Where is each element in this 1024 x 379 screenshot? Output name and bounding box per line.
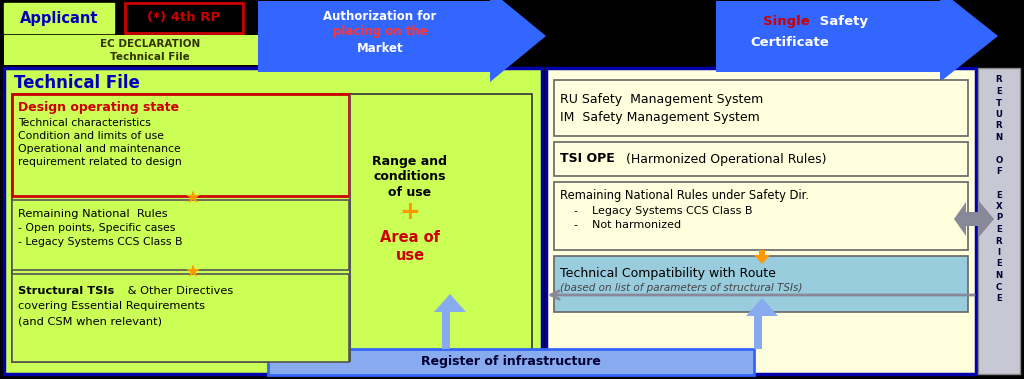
Polygon shape xyxy=(954,200,994,238)
Text: O: O xyxy=(995,156,1002,165)
Text: Technical File: Technical File xyxy=(14,74,140,92)
Text: C: C xyxy=(996,282,1002,291)
Text: Market: Market xyxy=(356,41,403,55)
Polygon shape xyxy=(442,309,450,349)
Bar xyxy=(349,94,350,362)
Bar xyxy=(12,94,532,362)
Text: (*) 4th RP: (*) 4th RP xyxy=(147,11,220,25)
Text: -    Legacy Systems CCS Class B: - Legacy Systems CCS Class B xyxy=(574,206,753,216)
Text: U: U xyxy=(995,110,1002,119)
Text: ★: ★ xyxy=(185,189,201,207)
Bar xyxy=(554,80,968,136)
Text: E: E xyxy=(996,191,1001,199)
Text: Area of: Area of xyxy=(380,230,440,246)
Text: Authorization for: Authorization for xyxy=(324,9,436,22)
Polygon shape xyxy=(754,250,770,264)
Polygon shape xyxy=(258,0,546,82)
Text: P: P xyxy=(996,213,1002,222)
Text: TSI OPE: TSI OPE xyxy=(560,152,614,166)
Text: R: R xyxy=(995,236,1002,246)
Text: N: N xyxy=(995,133,1002,142)
Bar xyxy=(554,256,968,312)
Text: E: E xyxy=(996,87,1001,96)
Bar xyxy=(125,3,243,33)
Text: Technical File: Technical File xyxy=(111,52,189,62)
Text: E: E xyxy=(996,294,1001,303)
Text: I: I xyxy=(997,248,1000,257)
Text: requirement related to design: requirement related to design xyxy=(18,157,181,167)
Text: ★: ★ xyxy=(185,263,201,281)
Text: Structural TSIs: Structural TSIs xyxy=(18,286,115,296)
Text: Applicant: Applicant xyxy=(19,11,98,25)
Text: Technical characteristics: Technical characteristics xyxy=(18,118,151,128)
Text: E: E xyxy=(996,225,1001,234)
Text: R: R xyxy=(995,122,1002,130)
Text: T: T xyxy=(996,99,1002,108)
Bar xyxy=(268,349,754,375)
Text: & Other Directives: & Other Directives xyxy=(124,286,233,296)
Bar xyxy=(554,182,968,250)
Bar xyxy=(12,200,349,270)
Bar xyxy=(4,3,114,33)
Text: +: + xyxy=(399,200,421,224)
Text: (based on list of parameters of structural TSIs): (based on list of parameters of structur… xyxy=(560,283,803,293)
Polygon shape xyxy=(716,0,998,82)
Bar xyxy=(546,68,976,374)
Text: F: F xyxy=(996,168,1001,177)
Text: Single: Single xyxy=(763,16,810,28)
Bar xyxy=(978,68,1020,374)
Text: - Legacy Systems CCS Class B: - Legacy Systems CCS Class B xyxy=(18,237,182,247)
Text: N: N xyxy=(995,271,1002,280)
Bar xyxy=(4,68,542,374)
Text: Certificate: Certificate xyxy=(751,36,829,49)
Text: Condition and limits of use: Condition and limits of use xyxy=(18,131,164,141)
Polygon shape xyxy=(4,26,316,74)
Bar xyxy=(554,142,968,176)
Text: (and CSM when relevant): (and CSM when relevant) xyxy=(18,316,162,326)
Text: Technical Compatibility with Route: Technical Compatibility with Route xyxy=(560,266,776,279)
Text: X: X xyxy=(995,202,1002,211)
Text: R: R xyxy=(995,75,1002,85)
Polygon shape xyxy=(746,298,778,316)
Text: use: use xyxy=(395,247,425,263)
Text: Design operating state: Design operating state xyxy=(18,102,179,114)
Text: Register of infrastructure: Register of infrastructure xyxy=(421,356,601,368)
Text: covering Essential Requirements: covering Essential Requirements xyxy=(18,301,205,311)
Text: RU Safety  Management System: RU Safety Management System xyxy=(560,92,763,105)
Text: Remaining National  Rules: Remaining National Rules xyxy=(18,209,168,219)
Text: E: E xyxy=(996,260,1001,268)
Text: Range and: Range and xyxy=(373,155,447,169)
Text: IM  Safety Management System: IM Safety Management System xyxy=(560,111,760,124)
Text: EC DECLARATION: EC DECLARATION xyxy=(100,39,200,49)
Text: placing on the: placing on the xyxy=(333,25,427,39)
Text: Operational and maintenance: Operational and maintenance xyxy=(18,144,181,154)
Bar xyxy=(12,94,349,196)
Text: Safety: Safety xyxy=(815,16,868,28)
Text: Remaining National Rules under Safety Dir.: Remaining National Rules under Safety Di… xyxy=(560,190,809,202)
Polygon shape xyxy=(434,294,466,312)
Polygon shape xyxy=(754,313,762,349)
Text: -    Not harmonized: - Not harmonized xyxy=(574,220,681,230)
Text: - Open points, Specific cases: - Open points, Specific cases xyxy=(18,223,175,233)
Bar xyxy=(12,274,349,362)
Text: (Harmonized Operational Rules): (Harmonized Operational Rules) xyxy=(622,152,826,166)
Text: conditions: conditions xyxy=(374,171,446,183)
Text: of use: of use xyxy=(388,185,431,199)
